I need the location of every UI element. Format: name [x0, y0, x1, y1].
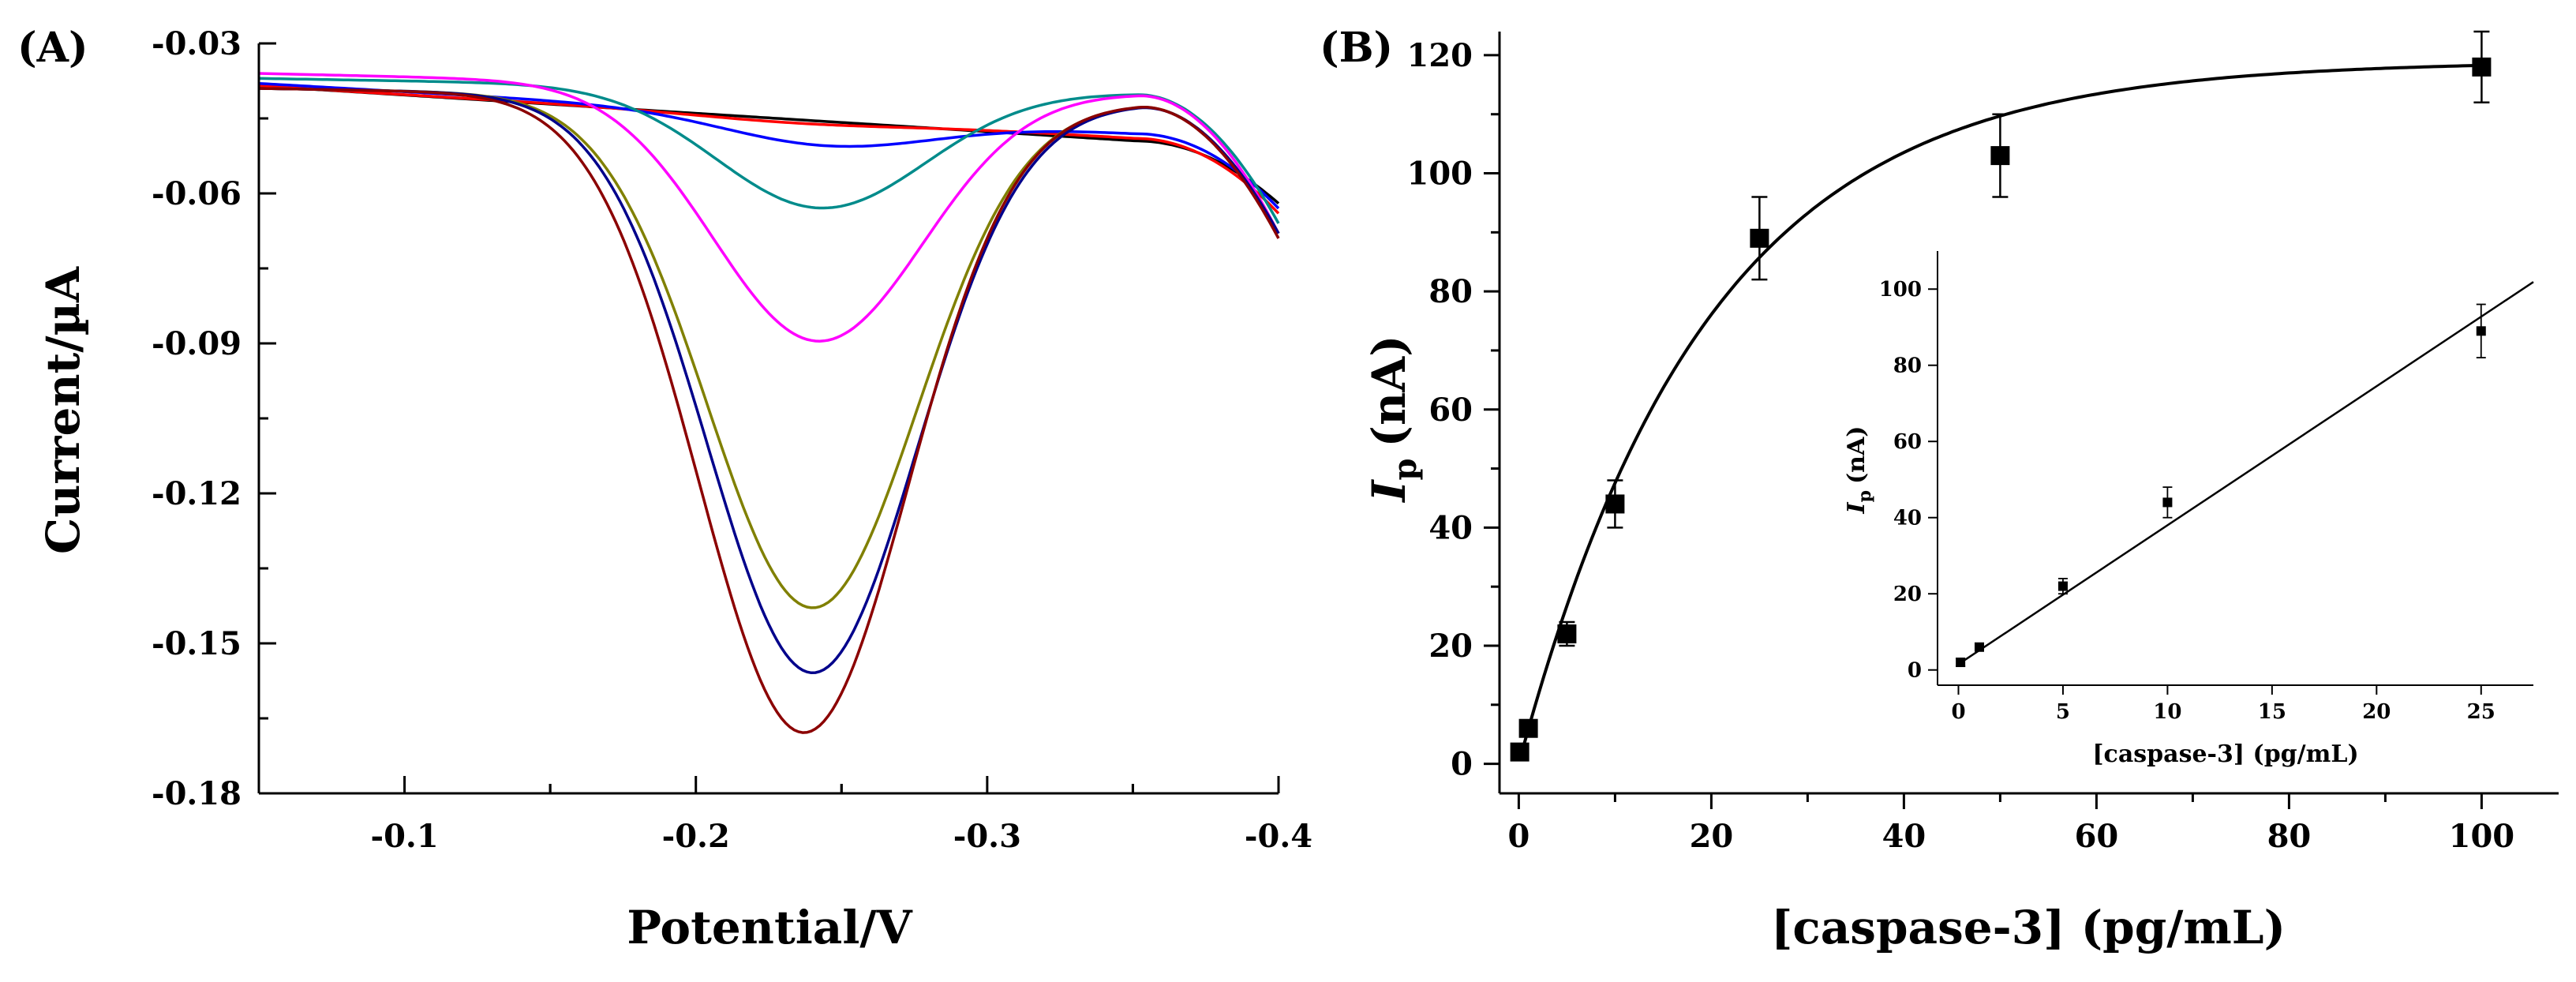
b-data-point: [1605, 494, 1625, 514]
panel-b-y-title-unit: (nA): [1362, 335, 1416, 447]
b-x-tick-label: 0: [1507, 818, 1530, 855]
inset-x-axis-title: [caspase-3] (pg/mL): [2092, 740, 2358, 768]
b-y-tick-label: 40: [1428, 509, 1473, 546]
b-data-point: [1990, 146, 2010, 166]
inset-fit-line: [1957, 281, 2534, 665]
b-x-tick-label: 80: [2267, 818, 2312, 855]
panel-a-y-ticks: -0.03 -0.06 -0.09 -0.12 -0.15 -0.18: [152, 25, 276, 812]
panel-b-y-axis-title: Ip (nA): [1362, 335, 1424, 503]
i-y-tick-label: 40: [1893, 507, 1922, 530]
panel-a: (A) -0.03-0.06-0.09-0.12-0.15-0.18 -0.1-…: [17, 24, 1312, 954]
i-x-tick-label: 15: [2258, 700, 2286, 724]
i-y-tick-label: 80: [1893, 354, 1922, 378]
a-y-tick-label: -0.12: [152, 475, 242, 512]
b-y-tick-label: 60: [1428, 392, 1473, 429]
a-y-tick-label: -0.18: [152, 775, 242, 812]
inset-x-ticks: 0 5 10 15 20 25: [1951, 685, 2496, 724]
a-series-line: [258, 87, 1280, 609]
a-y-tick-label: -0.15: [152, 625, 242, 662]
panel-a-label: (A): [17, 24, 88, 72]
a-x-tick-label: -0.1: [370, 818, 438, 855]
panel-b-y-title-sub: p: [1387, 458, 1424, 480]
i-x-tick-label: 25: [2467, 700, 2496, 724]
panel-a-x-ticks: -0.1 -0.2 -0.3 -0.4: [257, 776, 1312, 855]
a-series-line: [258, 87, 1280, 734]
panel-b-x-ticks: 0 20 40 60 80 100: [1507, 793, 2514, 855]
panel-a-y-axis-title: Current/µA: [36, 266, 90, 554]
panel-b-label: (B): [1320, 24, 1393, 72]
i-data-point: [2162, 497, 2173, 508]
i-x-tick-label: 20: [2362, 700, 2391, 724]
b-x-tick-label: 100: [2449, 818, 2515, 855]
i-y-tick-label: 0: [1908, 659, 1922, 683]
b-x-tick-label: 20: [1690, 818, 1734, 855]
i-y-tick-label: 100: [1879, 278, 1922, 302]
a-x-tick-label: -0.3: [953, 818, 1021, 855]
i-data-point: [2057, 581, 2068, 591]
i-data-point: [1956, 658, 1966, 668]
a-series-line: [258, 87, 1280, 675]
panel-b-y-title-main: I: [1362, 479, 1416, 504]
inset-y-title-sub: p: [1855, 490, 1875, 502]
i-x-tick-label: 0: [1951, 700, 1965, 724]
b-x-tick-label: 40: [1882, 818, 1926, 855]
b-y-tick-label: 80: [1428, 273, 1473, 310]
a-y-tick-label: -0.06: [152, 175, 242, 212]
panel-b-points: [1510, 30, 2492, 762]
a-series-line: [258, 84, 1280, 205]
i-x-tick-label: 5: [2056, 700, 2070, 724]
a-y-tick-label: -0.03: [152, 25, 242, 62]
b-x-tick-label: 60: [2075, 818, 2119, 855]
b-data-point: [1518, 718, 1538, 738]
i-data-point: [1974, 642, 1984, 652]
a-x-tick-label: -0.2: [662, 818, 730, 855]
b-y-tick-label: 120: [1407, 37, 1473, 74]
a-series-line: [258, 77, 1280, 224]
b-y-tick-label: 20: [1428, 628, 1473, 665]
b-y-tick-label: 0: [1451, 746, 1473, 783]
inset-y-title-main: I: [1843, 501, 1870, 514]
i-y-tick-label: 20: [1893, 583, 1922, 606]
a-x-tick-label: -0.4: [1245, 818, 1312, 855]
b-data-point: [2472, 57, 2492, 77]
panel-a-curves: [258, 72, 1280, 734]
a-series-line: [258, 72, 1280, 343]
b-data-point: [1557, 624, 1577, 644]
i-y-tick-label: 60: [1893, 430, 1922, 454]
inset-y-title-unit: (nA): [1843, 426, 1870, 484]
inset-y-axis-title: Ip (nA): [1843, 426, 1875, 515]
inset-chart: 0 20 40 60 80 100 0 5 10 15 20 25 [caspase-3] (pg/…: [1843, 251, 2534, 768]
svg-text:Ip(nA): Ip (nA): [1843, 426, 1875, 515]
a-series-line: [258, 84, 1280, 215]
a-y-tick-label: -0.09: [152, 325, 242, 362]
i-x-tick-label: 10: [2153, 700, 2181, 724]
inset-y-ticks: 0 20 40 60 80 100: [1879, 278, 1938, 683]
b-y-tick-label: 100: [1407, 156, 1473, 193]
panel-a-x-axis-title: Potential/V: [627, 901, 912, 954]
panel-b-y-ticks: 0 20 40 60 80 100 120: [1407, 37, 1500, 783]
b-data-point: [1750, 228, 1769, 248]
i-data-point: [2476, 326, 2486, 336]
a-series-line: [258, 81, 1280, 210]
inset-points: [1956, 303, 2486, 668]
b-data-point: [1510, 742, 1530, 762]
svg-text:Ip(nA): Ip (nA): [1362, 335, 1424, 503]
panel-b-x-axis-title: [caspase-3] (pg/mL): [1771, 901, 2286, 954]
